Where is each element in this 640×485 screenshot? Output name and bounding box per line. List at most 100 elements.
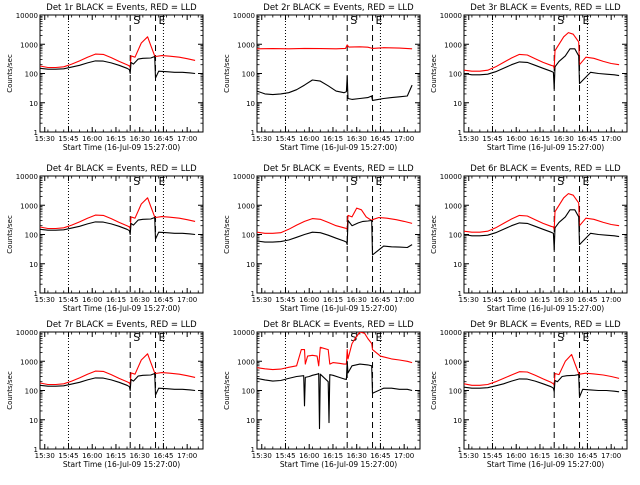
y-tick-label: 10 (453, 417, 462, 425)
end-marker-label: E (376, 175, 383, 188)
x-tick-label: 16:00 (506, 296, 526, 304)
y-tick-label: 10000 (233, 12, 255, 20)
panel-det-3r: Det 3r BLACK = Events, RED = LLD 1 10 100 10… (430, 3, 628, 152)
panel-title: Det 2r BLACK = Events, RED = LLD (263, 3, 414, 13)
y-axis-label: Counts/sec (223, 371, 231, 410)
x-tick-label: 17:00 (601, 135, 621, 143)
y-tick-label: 10 (453, 100, 462, 108)
y-tick-label: 10000 (16, 12, 38, 20)
y-tick-label: 1000 (237, 41, 255, 49)
x-tick-label: 16:00 (82, 296, 102, 304)
x-tick-label: 17:00 (177, 296, 197, 304)
y-tick-label: 1 (34, 129, 38, 137)
y-tick-label: 10 (453, 261, 462, 269)
lld-series-line (464, 353, 620, 386)
x-tick-label: 16:45 (577, 452, 597, 460)
y-axis-label: Counts/sec (430, 54, 438, 93)
lld-series-line (464, 193, 620, 233)
x-tick-label: 16:45 (370, 135, 390, 143)
lld-series-line (40, 36, 196, 69)
x-tick-label: 15:30 (35, 296, 55, 304)
x-axis-label: Start Time (16-Jul-09 15:27:00) (63, 304, 180, 313)
y-axis-label: Counts/sec (6, 54, 14, 93)
y-tick-label: 1000 (444, 41, 462, 49)
y-tick-label: 1000 (444, 358, 462, 366)
x-tick-label: 16:15 (530, 452, 550, 460)
y-tick-label: 100 (242, 71, 255, 79)
y-tick-label: 10 (29, 417, 38, 425)
x-tick-label: 16:30 (130, 296, 150, 304)
x-tick-label: 16:30 (130, 135, 150, 143)
x-axis-label: Start Time (16-Jul-09 15:27:00) (487, 143, 604, 152)
y-tick-label: 1000 (20, 358, 38, 366)
end-marker-label: E (159, 14, 166, 27)
x-tick-label: 16:45 (153, 296, 173, 304)
y-tick-label: 1000 (237, 202, 255, 210)
x-tick-label: 15:45 (482, 135, 502, 143)
x-tick-label: 16:30 (347, 296, 367, 304)
panel-det-5r: Det 5r BLACK = Events, RED = LLD 1 10 100 10… (223, 164, 421, 313)
start-marker-label: S (133, 14, 140, 27)
start-marker-label: S (557, 175, 564, 188)
end-marker-label: E (583, 331, 590, 344)
lld-series-line (257, 207, 413, 234)
x-tick-label: 15:30 (459, 452, 479, 460)
y-tick-label: 10000 (440, 12, 462, 20)
x-tick-label: 16:30 (347, 135, 367, 143)
lld-series-line (40, 353, 196, 386)
x-tick-label: 17:00 (601, 452, 621, 460)
plot-frame (256, 14, 421, 133)
x-tick-label: 17:00 (177, 452, 197, 460)
events-series-line (257, 360, 413, 430)
end-marker-label: E (159, 175, 166, 188)
x-tick-label: 16:30 (130, 452, 150, 460)
x-axis-label: Start Time (16-Jul-09 15:27:00) (280, 143, 397, 152)
y-tick-label: 10000 (16, 329, 38, 337)
y-tick-label: 10000 (233, 329, 255, 337)
panel-title: Det 5r BLACK = Events, RED = LLD (263, 164, 414, 174)
lld-series-line (40, 197, 196, 230)
start-marker-label: S (133, 331, 140, 344)
y-tick-label: 100 (242, 388, 255, 396)
plot-frame (256, 331, 421, 450)
y-axis-label: Counts/sec (223, 215, 231, 254)
y-tick-label: 1000 (444, 202, 462, 210)
x-tick-label: 15:45 (58, 135, 78, 143)
y-tick-label: 100 (25, 71, 38, 79)
end-marker-label: E (583, 175, 590, 188)
x-tick-label: 17:00 (601, 296, 621, 304)
start-marker-label: S (557, 331, 564, 344)
x-tick-label: 15:30 (252, 452, 272, 460)
end-marker-label: E (376, 14, 383, 27)
lld-series-line (257, 44, 413, 50)
start-marker-label: S (350, 331, 357, 344)
y-tick-label: 10 (29, 100, 38, 108)
x-tick-label: 15:30 (459, 135, 479, 143)
x-tick-label: 16:45 (370, 452, 390, 460)
lld-series-line (257, 332, 413, 371)
lld-series-line (464, 32, 620, 72)
start-marker-label: S (350, 14, 357, 27)
x-axis-label: Start Time (16-Jul-09 15:27:00) (63, 460, 180, 469)
y-tick-label: 1 (251, 129, 255, 137)
events-series-line (40, 372, 196, 396)
x-tick-label: 16:45 (153, 135, 173, 143)
panel-det-6r: Det 6r BLACK = Events, RED = LLD 1 10 100 10… (430, 164, 628, 313)
y-tick-label: 100 (242, 232, 255, 240)
end-marker-label: E (376, 331, 383, 344)
y-tick-label: 1000 (237, 358, 255, 366)
y-tick-label: 1 (458, 129, 462, 137)
plot-frame (39, 14, 204, 133)
y-tick-label: 100 (449, 232, 462, 240)
panel-title: Det 4r BLACK = Events, RED = LLD (46, 164, 197, 174)
x-tick-label: 16:15 (323, 135, 343, 143)
x-tick-label: 16:15 (323, 296, 343, 304)
panel-det-9r: Det 9r BLACK = Events, RED = LLD 1 10 100 10… (430, 320, 628, 469)
x-axis-label: Start Time (16-Jul-09 15:27:00) (487, 460, 604, 469)
x-tick-label: 16:45 (577, 135, 597, 143)
x-tick-label: 16:00 (299, 296, 319, 304)
panel-det-7r: Det 7r BLACK = Events, RED = LLD 1 10 100 10… (6, 320, 204, 469)
x-tick-label: 17:00 (394, 135, 414, 143)
x-tick-label: 17:00 (394, 296, 414, 304)
